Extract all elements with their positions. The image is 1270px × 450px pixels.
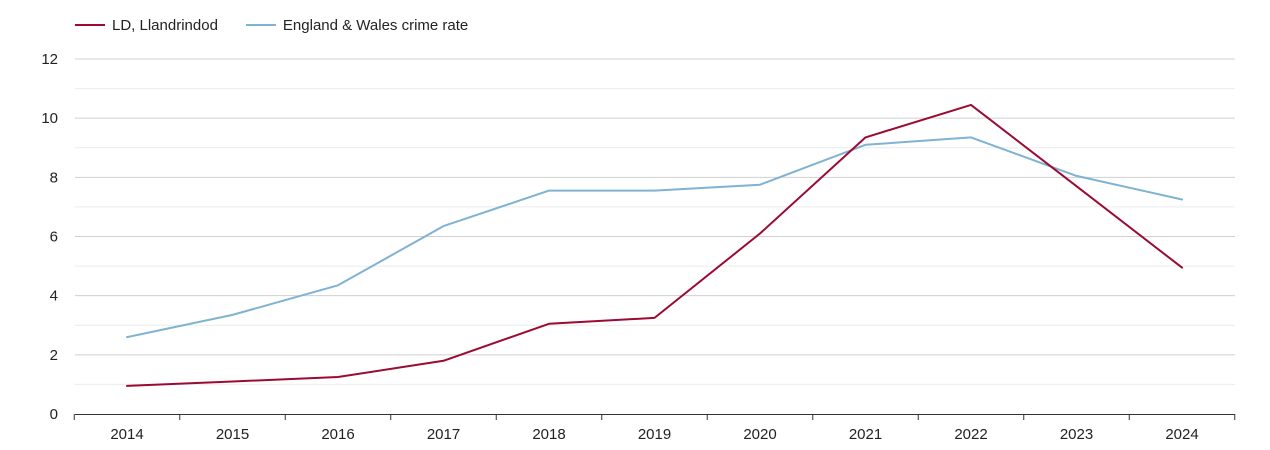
x-tick-label: 2014 <box>110 426 143 443</box>
legend-item-0: LD, Llandrindod <box>75 17 218 34</box>
y-tick-label: 6 <box>50 229 58 246</box>
x-tick-label: 2018 <box>532 426 565 443</box>
legend: LD, Llandrindod England & Wales crime rat… <box>75 17 468 34</box>
y-tick-label: 2 <box>50 347 58 364</box>
y-tick-label: 10 <box>41 110 58 127</box>
series-line-0 <box>126 103 1183 387</box>
x-tick-label: 2024 <box>1165 426 1198 443</box>
legend-label: LD, Llandrindod <box>112 17 218 34</box>
x-tick-label: 2023 <box>1060 426 1093 443</box>
x-tick-label: 2022 <box>954 426 987 443</box>
y-tick-label: 12 <box>41 51 58 68</box>
gridlines <box>75 58 1235 385</box>
x-tick-label: 2017 <box>427 426 460 443</box>
legend-label: England & Wales crime rate <box>283 17 468 34</box>
x-tick-label: 2016 <box>321 426 354 443</box>
series-line-1 <box>126 136 1183 339</box>
legend-item-1: England & Wales crime rate <box>245 17 468 34</box>
x-tick-label: 2015 <box>216 426 249 443</box>
y-tick-label: 8 <box>50 169 58 186</box>
series-lines <box>126 103 1183 387</box>
x-tick-label: 2020 <box>743 426 776 443</box>
y-tick-label: 0 <box>50 406 58 423</box>
axes: 0 2 4 6 8 10 12 2014 2015 2016 2017 2018 2019 2020 202… <box>41 51 1236 443</box>
x-tick-label: 2019 <box>638 426 671 443</box>
y-tick-label: 4 <box>50 288 58 305</box>
x-tick-label: 2021 <box>849 426 882 443</box>
